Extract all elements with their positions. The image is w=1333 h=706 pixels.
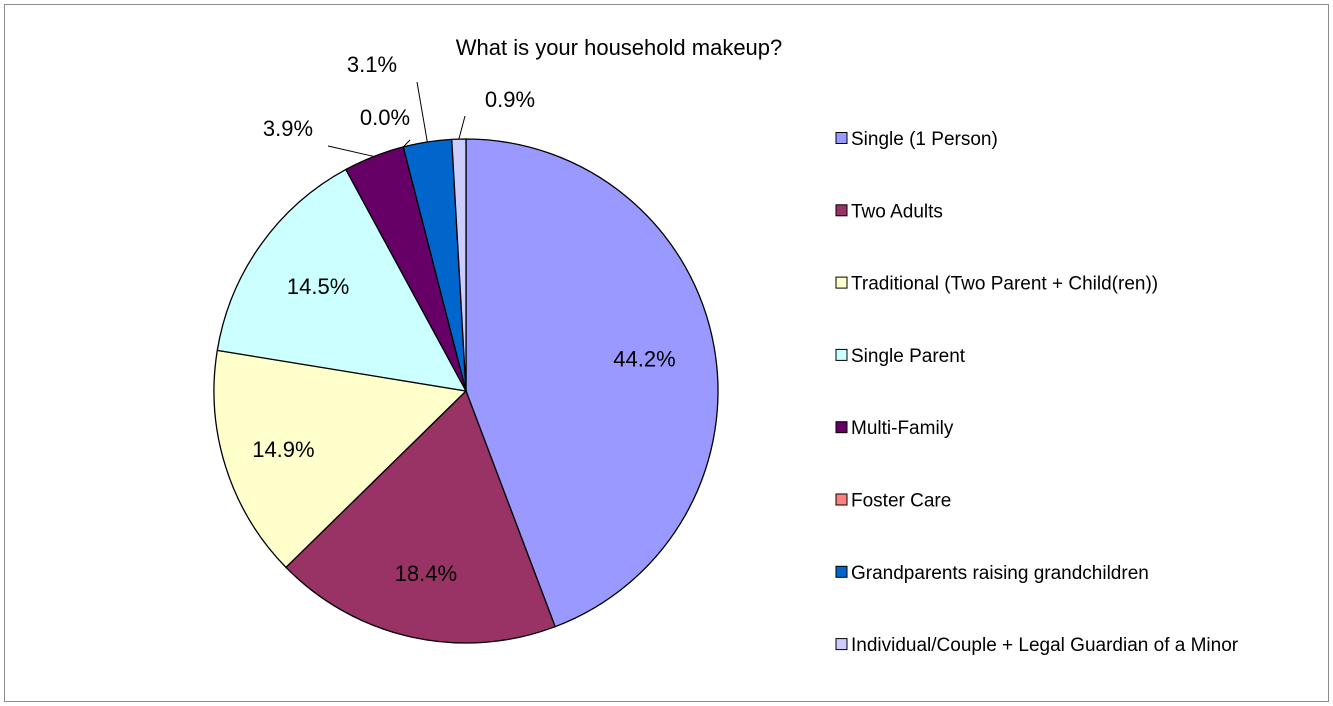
leader-line-multi-family [327,145,374,157]
legend-label-two-adults: Two Adults [851,201,943,222]
leader-line-grandparents-raising-grandchildren [416,81,428,143]
legend-swatch-foster-care [835,493,848,506]
data-labels: 44.2% 18.4% 14.9% 14.5% 3.9% 0.0% 3.1% 0.9% [252,52,675,586]
legend-swatch-grandparents-raising-grandchildren [835,565,848,578]
legend-label-single-1-person: Single (1 Person) [851,129,998,150]
legend-label-grandparents-raising-grandchildren: Grandparents raising grandchildren [851,563,1149,584]
pie-slice-traditional-two-parent-child-ren [213,349,468,569]
leader-lines [327,81,466,157]
pie-slice-individual-couple-legal-guardian-of-a-minor [451,138,467,392]
legend-label-single-parent: Single Parent [851,346,966,367]
legend-swatch-single-1-person [835,132,848,144]
data-label-foster-care: 0.0% [360,105,410,130]
leader-line-individual-couple-legal-guardian-of-a-minor [458,115,466,140]
legend-swatch-individual-couple-legal-guardian-of-a-minor [835,638,848,651]
legend-swatch-two-adults [835,204,848,217]
legend: Single (1 Person) Two Adults Traditional (… [835,129,1239,656]
legend-swatch-single-parent [835,348,848,361]
chart-title: What is your household makeup? [456,35,783,60]
legend-label-traditional-two-parent-child-ren: Traditional (Two Parent + Child(ren)) [851,274,1158,295]
legend-swatch-multi-family [835,421,848,434]
data-label-two-adults: 18.4% [395,561,457,586]
data-label-single-1-person: 44.2% [613,346,675,371]
data-label-single-parent: 14.5% [287,274,349,299]
pie-slice-single-1-person [465,138,719,628]
legend-label-foster-care: Foster Care [851,491,951,512]
data-label-multi-family: 3.9% [263,116,313,141]
data-label-traditional-two-parent-child-ren: 14.9% [252,437,314,462]
data-label-grandparents-raising-grandchildren: 3.1% [347,52,397,77]
pie-slices [213,138,719,644]
legend-swatch-traditional-two-parent-child-ren [835,276,848,289]
leader-line-foster-care [402,139,411,148]
pie-slice-two-adults [285,389,556,644]
data-label-individual-couple-legal-guardian-of-a-minor: 0.9% [485,87,535,112]
legend-label-individual-couple-legal-guardian-of-a-minor: Individual/Couple + Legal Guardian of a … [851,635,1239,656]
legend-label-multi-family: Multi-Family [851,418,954,439]
pie-slice-single-parent [216,168,468,392]
